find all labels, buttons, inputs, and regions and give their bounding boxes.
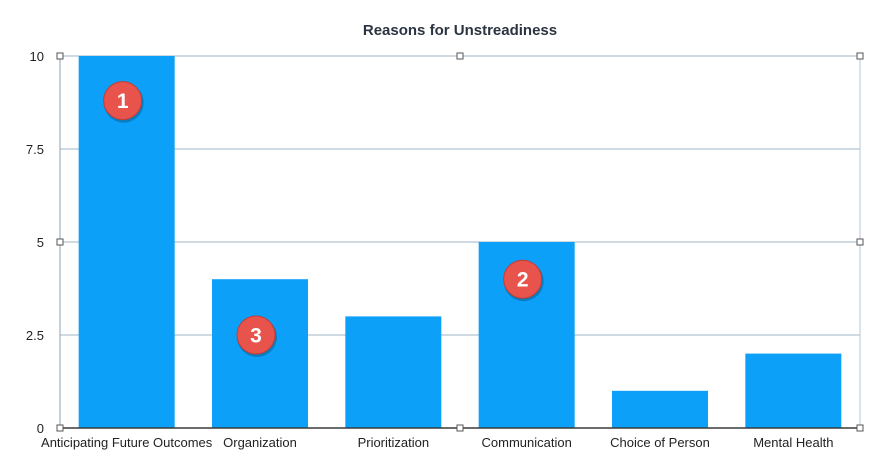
resize-handle[interactable] [856,424,864,432]
bar [612,390,708,428]
y-tick-label: 7.5 [26,142,44,157]
annotation-number: 1 [117,90,129,113]
resize-handle[interactable] [456,424,464,432]
resize-handle[interactable] [856,238,864,246]
bar [745,353,842,428]
x-tick-label: Anticipating Future Outcomes [41,435,213,450]
y-tick-label: 2.5 [26,328,44,343]
y-tick-label: 5 [37,235,44,250]
selection-handles[interactable] [56,52,864,432]
y-tick-label: 0 [37,421,44,436]
resize-handle[interactable] [856,52,864,60]
x-tick-label: Choice of Person [610,435,710,450]
bar [345,316,442,428]
resize-handle[interactable] [456,52,464,60]
x-tick-label: Communication [482,435,572,450]
resize-handle[interactable] [56,52,64,60]
annotation-badge: 1 [103,81,144,123]
resize-handle[interactable] [56,238,64,246]
x-tick-label: Mental Health [753,435,833,450]
gridlines [60,55,860,336]
x-tick-label: Prioritization [358,435,430,450]
annotation-number: 2 [517,269,529,292]
y-tick-label: 10 [30,49,44,64]
labels: 0 2.5 5 7.5 10 Anticipating Future Outcomes Or… [26,49,834,450]
resize-handle[interactable] [56,424,64,432]
x-tick-label: Organization [223,435,297,450]
annotation-number: 3 [250,325,262,348]
annotations: 1 2 3 [103,81,544,357]
chart-title: Reasons for Unstreadiness [363,22,557,39]
annotation-badge: 2 [503,259,544,302]
annotation-badge: 3 [236,315,277,357]
